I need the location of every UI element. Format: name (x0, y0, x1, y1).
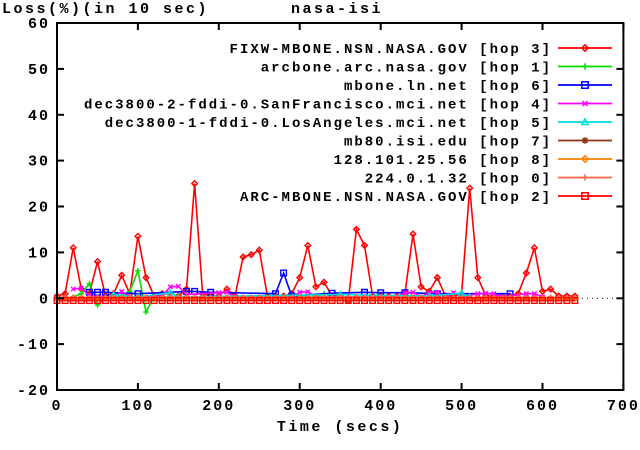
legend-entry-hop-7: mb80.isi.edu [hop 7] (344, 135, 612, 151)
legend-sample-marker (581, 192, 589, 200)
graph-name: nasa-isi (291, 1, 384, 18)
legend: FIXW-MBONE.NSN.NASA.GOV [hop 3] arcbone.a… (84, 42, 612, 206)
legend-sample-marker (581, 100, 589, 107)
x-tick-label: 700 (607, 398, 640, 415)
x-tick-label: 400 (364, 398, 397, 415)
y-tick-label: 20 (28, 200, 50, 217)
legend-entry-hop-1: arcbone.arc.nasa.gov [hop 1] (261, 61, 612, 77)
legend-entry-hop-8: 128.101.25.56 [hop 8] (334, 153, 612, 169)
legend-label: mb80.isi.edu [hop 7] (344, 135, 552, 151)
legend-sample-marker (580, 117, 590, 126)
x-tick-label: 200 (202, 398, 235, 415)
axis-ticks (56, 22, 625, 391)
legend-entry-hop-6: mbone.ln.net [hop 6] (344, 79, 612, 95)
series-line-hop-6 (89, 270, 511, 297)
legend-label: FIXW-MBONE.NSN.NASA.GOV [hop 3] (230, 42, 552, 58)
x-tick-label: 0 (51, 398, 62, 415)
legend-sample-marker (581, 63, 589, 70)
legend-entry-hop-5: dec3800-1-fddi-0.LosAngeles.mci.net [hop… (105, 116, 612, 132)
legend-entry-hop-4: dec3800-2-fddi-0.SanFrancisco.mci.net [h… (84, 98, 612, 114)
legend-label: ARC-MBONE.NSN.NASA.GOV [hop 2] (240, 190, 552, 206)
legend-label: dec3800-2-fddi-0.SanFrancisco.mci.net [h… (84, 98, 552, 114)
legend-sample-marker (580, 154, 590, 164)
x-tick-label: 300 (283, 398, 316, 415)
legend-label: mbone.ln.net [hop 6] (344, 79, 552, 95)
legend-sample-marker (581, 137, 589, 144)
series-markers-hop-2 (53, 297, 579, 304)
legend-sample-marker (581, 174, 589, 181)
y-tick-label: -20 (17, 383, 50, 400)
legend-sample-marker (580, 43, 590, 53)
legend-entry-hop-0: 224.0.1.32 [hop 0] (365, 172, 612, 188)
x-tick-label: 100 (121, 398, 154, 415)
legend-entry-hop-3: FIXW-MBONE.NSN.NASA.GOV [hop 3] (230, 42, 612, 58)
series-hop-2 (53, 297, 579, 304)
y-tick-label: 40 (28, 108, 50, 125)
legend-label: arcbone.arc.nasa.gov [hop 1] (261, 61, 552, 77)
y-tick-label: 0 (39, 291, 50, 308)
legend-label: 128.101.25.56 [hop 8] (334, 153, 552, 169)
y-tick-label: 30 (28, 154, 50, 171)
plot-title: Loss(%)(in 10 sec) (2, 1, 210, 18)
y-tick-label: 60 (28, 16, 50, 33)
legend-label: dec3800-1-fddi-0.LosAngeles.mci.net [hop… (105, 116, 552, 132)
y-tick-label: 10 (28, 245, 50, 262)
x-tick-label: 600 (526, 398, 559, 415)
legend-sample-marker (581, 81, 589, 89)
y-tick-label: 50 (28, 62, 50, 79)
legend-label: 224.0.1.32 [hop 0] (365, 172, 552, 188)
x-axis-label: Time (secs) (277, 419, 404, 436)
legend-entry-hop-2: ARC-MBONE.NSN.NASA.GOV [hop 2] (240, 190, 612, 206)
y-tick-label: -10 (17, 337, 50, 354)
x-tick-label: 500 (445, 398, 478, 415)
